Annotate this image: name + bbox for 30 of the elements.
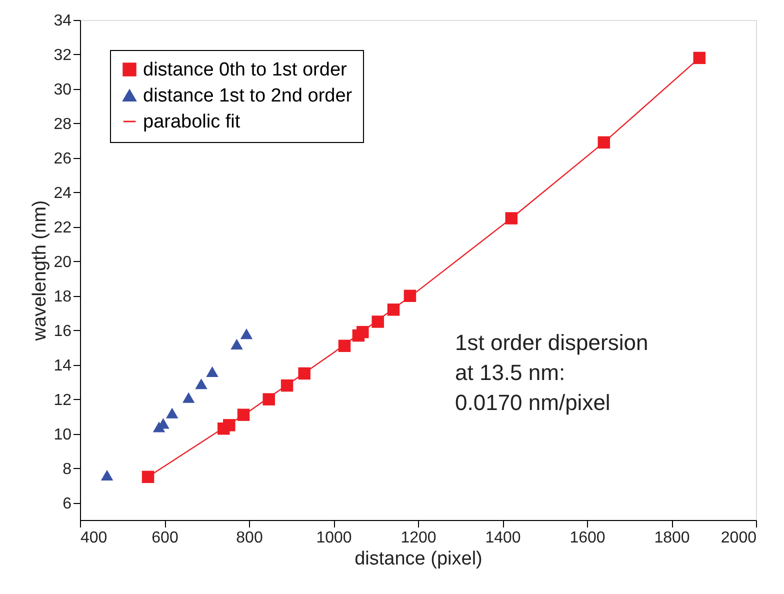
x-tick-label: 1600 [570, 530, 606, 546]
y-tick-label: 20 [54, 254, 72, 271]
y-tick-label: 12 [54, 392, 72, 409]
x-tick-label: 600 [152, 530, 178, 546]
legend-label: distance 0th to 1st order [143, 60, 348, 80]
y-tick-label: 8 [62, 460, 72, 478]
y-tick-label: 24 [54, 184, 72, 202]
y-tick-label: 32 [54, 46, 72, 64]
x-tick-label: 1400 [485, 530, 521, 546]
y-tick-label: 16 [54, 322, 72, 340]
legend-label: distance 1st to 2nd order [143, 86, 353, 106]
y-tick-label: 30 [54, 81, 72, 98]
y-tick-label: 34 [54, 12, 72, 30]
y-tick-label: 10 [54, 426, 72, 444]
x-tick-label: 2000 [720, 530, 757, 546]
y-tick-label: 18 [54, 288, 72, 306]
y-tick-label: 22 [54, 219, 72, 236]
x-tick-label: 400 [80, 530, 108, 546]
annotation: 1st order dispersion at 13.5 nm: 0.0170 nm/pixel [455, 330, 648, 415]
y-tick-label: 26 [54, 150, 72, 168]
x-tick-label: 1800 [654, 530, 690, 546]
legend-label: parabolic fit [143, 112, 241, 132]
x-tick-label: 800 [236, 530, 263, 546]
y-tick-label: 14 [54, 357, 72, 374]
y-axis-title: wavelength (nm) [30, 200, 51, 342]
x-tick-label: 1000 [316, 530, 352, 546]
y-tick-label: 6 [62, 495, 72, 512]
y-tick-label: 28 [54, 116, 72, 133]
x-tick-label: 1200 [400, 530, 436, 546]
x-axis-title: distance (pixel) [354, 548, 482, 570]
